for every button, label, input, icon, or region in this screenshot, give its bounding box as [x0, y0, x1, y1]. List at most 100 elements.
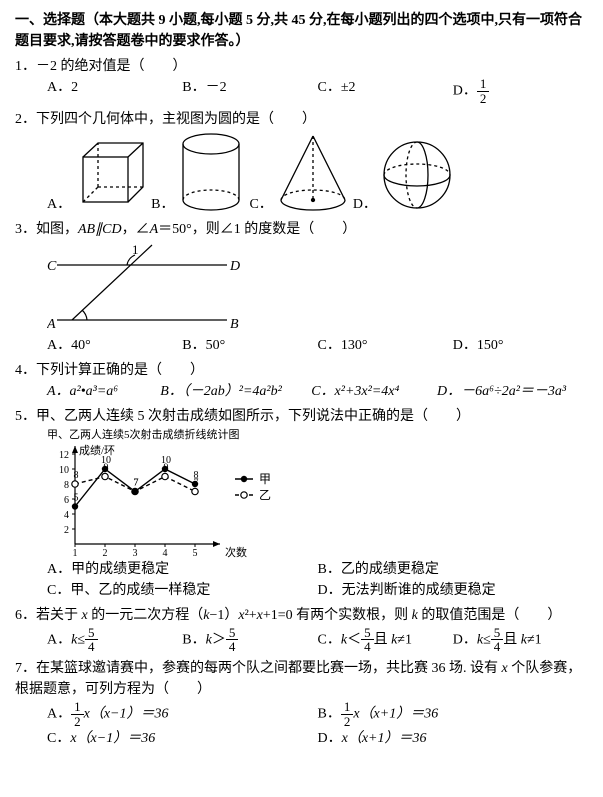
- parallel-lines-figure: C D A B 1: [47, 240, 257, 335]
- q6c-lt: ＜: [347, 632, 361, 647]
- q6b-n: 5: [226, 626, 239, 641]
- q6-s1: 6．若关于: [15, 608, 82, 623]
- q3-opt-b[interactable]: B．50°: [182, 335, 317, 356]
- svg-text:乙: 乙: [259, 488, 271, 502]
- q6c-ne: ≠1: [397, 632, 412, 647]
- q6b-d: 4: [226, 640, 239, 654]
- svg-text:甲: 甲: [259, 472, 271, 486]
- line-chart: 2468101212345成绩/环次数897975107108甲乙: [47, 444, 277, 559]
- q7d-p: D．: [318, 731, 342, 746]
- q4-opt-b[interactable]: B．（－2ab）²=4a²b²: [160, 381, 311, 402]
- q4: 4．下列计算正确的是（ ） A．a²•a³=a⁶ B．（－2ab）²=4a²b²…: [15, 360, 588, 402]
- q3-lbl-b: B: [230, 317, 239, 332]
- q7-opt-b[interactable]: B．12x（x+1）＝36: [318, 700, 589, 728]
- q6c-and: 且: [374, 632, 392, 647]
- cube-icon: [71, 135, 151, 215]
- q2-opt-d[interactable]: D．: [353, 135, 457, 215]
- q6b-p: B．: [182, 632, 205, 647]
- svg-text:1: 1: [73, 548, 78, 559]
- q6-s2: 的一元二次方程（: [88, 608, 204, 623]
- q2-a-label: A．: [47, 194, 71, 215]
- q6d-le: ≤: [483, 632, 491, 647]
- q6d-d: 4: [491, 640, 504, 654]
- q3-lbl-1: 1: [132, 242, 139, 257]
- svg-text:6: 6: [64, 495, 69, 506]
- q6a-p: A．: [47, 632, 71, 647]
- q6-s3: −1）: [209, 608, 238, 623]
- q6-opt-d[interactable]: D．k≤54且 k≠1: [453, 626, 588, 654]
- q2-opt-a[interactable]: A．: [47, 135, 151, 215]
- q6a-n: 5: [85, 626, 98, 641]
- svg-text:8: 8: [74, 470, 79, 481]
- q6c-p: C．: [318, 632, 341, 647]
- q1-opt-b[interactable]: B．－2: [182, 77, 317, 105]
- q2-b-label: B．: [151, 194, 174, 215]
- q3-stem-a: A: [150, 222, 159, 237]
- q6b-gt: ＞: [212, 632, 226, 647]
- svg-text:5: 5: [193, 548, 198, 559]
- q7-s1: 7．在某篮球邀请赛中，参赛的每两个队之间都要比赛一场，共比赛 36 场. 设有: [15, 661, 502, 676]
- q5-stem: 5．甲、乙两人连续 5 次射击成绩如图所示，下列说法中正确的是（ ）: [15, 406, 588, 427]
- q1-d-den: 2: [477, 92, 490, 106]
- q4-stem: 4．下列计算正确的是（ ）: [15, 360, 588, 381]
- q7c-p: C．: [47, 731, 70, 746]
- cone-icon: [273, 130, 353, 215]
- q3-opt-d[interactable]: D．150°: [453, 335, 588, 356]
- svg-text:2: 2: [103, 548, 108, 559]
- q5-opt-c[interactable]: C．甲、乙的成绩一样稳定: [47, 580, 318, 601]
- svg-text:12: 12: [59, 450, 69, 461]
- q6c-d: 4: [361, 640, 374, 654]
- q4-opt-c[interactable]: C．x²+3x²=4x⁴: [311, 381, 437, 402]
- q6-opt-c[interactable]: C．k＜54且 k≠1: [318, 626, 453, 654]
- q6: 6．若关于 x 的一元二次方程（k−1）x²+x+1=0 有两个实数根，则 k …: [15, 605, 588, 654]
- svg-text:4: 4: [163, 548, 168, 559]
- q7-opt-a[interactable]: A．12x（x−1）＝36: [47, 700, 318, 728]
- q7b-par: （x+1）＝36: [360, 706, 439, 721]
- q7: 7．在某篮球邀请赛中，参赛的每两个队之间都要比赛一场，共比赛 36 场. 设有 …: [15, 658, 588, 749]
- q6-opt-b[interactable]: B．k＞54: [182, 626, 317, 654]
- svg-text:8: 8: [194, 470, 199, 481]
- q6-opt-a[interactable]: A．k≤54: [47, 626, 182, 654]
- q2-stem: 2．下列四个几何体中，主视图为圆的是（ ）: [15, 109, 588, 130]
- q2: 2．下列四个几何体中，主视图为圆的是（ ） A． B．: [15, 109, 588, 215]
- q6d-ne: ≠1: [527, 632, 542, 647]
- q6-s5: 的取值范围是（ ）: [418, 608, 562, 623]
- q3-lbl-a: A: [47, 317, 56, 332]
- q6a-le: ≤: [77, 632, 85, 647]
- q7-opt-c[interactable]: C．x（x−1）＝36: [47, 728, 318, 749]
- q3-stem: 3．如图，AB∥CD，∠A＝50°，则∠1 的度数是（ ）: [15, 219, 588, 240]
- svg-text:10: 10: [161, 455, 171, 466]
- q4-opt-a[interactable]: A．a²•a³=a⁶: [47, 381, 160, 402]
- q7-opt-d[interactable]: D．x（x+1）＝36: [318, 728, 589, 749]
- q1-opt-a[interactable]: A．2: [47, 77, 182, 105]
- q5: 5．甲、乙两人连续 5 次射击成绩如图所示，下列说法中正确的是（ ） 甲、乙两人…: [15, 406, 588, 601]
- q7-stem: 7．在某篮球邀请赛中，参赛的每两个队之间都要比赛一场，共比赛 36 场. 设有 …: [15, 658, 588, 700]
- q2-opt-b[interactable]: B．: [151, 130, 249, 215]
- q3-opt-c[interactable]: C．130°: [318, 335, 453, 356]
- svg-text:7: 7: [134, 477, 139, 488]
- q7b-p: B．: [318, 706, 341, 721]
- q1-d-num: 1: [477, 77, 490, 92]
- q7a-d: 2: [71, 715, 84, 729]
- q4-opt-d[interactable]: D．－6a⁶÷2a²＝－3a³: [437, 381, 588, 402]
- q6a-d: 4: [85, 640, 98, 654]
- q7a-par: （x−1）＝36: [90, 706, 169, 721]
- q1-opt-d[interactable]: D．12: [453, 77, 588, 105]
- q1-d-pre: D．: [453, 83, 477, 98]
- q6c-n: 5: [361, 626, 374, 641]
- svg-text:3: 3: [133, 548, 138, 559]
- q3-opt-a[interactable]: A．40°: [47, 335, 182, 356]
- q1-opt-c[interactable]: C．±2: [318, 77, 453, 105]
- q6-s4: +1=0 有两个实数根，则: [263, 608, 412, 623]
- q7d-par: （x+1）＝36: [348, 731, 427, 746]
- section-title: 一、选择题（本大题共 9 小题,每小题 5 分,共 45 分,在每小题列出的四个…: [15, 10, 588, 52]
- q2-opt-c[interactable]: C．: [249, 130, 352, 215]
- q6-stem: 6．若关于 x 的一元二次方程（k−1）x²+x+1=0 有两个实数根，则 k …: [15, 605, 588, 626]
- q5-opt-a[interactable]: A．甲的成绩更稳定: [47, 559, 318, 580]
- q3-stem-p2: ，∠: [122, 222, 150, 237]
- q5-opt-d[interactable]: D．无法判断谁的成绩更稳定: [318, 580, 589, 601]
- q3-stem-ital: AB∥CD: [78, 222, 122, 237]
- q7b-n: 1: [341, 700, 354, 715]
- q5-opt-b[interactable]: B．乙的成绩更稳定: [318, 559, 589, 580]
- svg-text:10: 10: [101, 455, 111, 466]
